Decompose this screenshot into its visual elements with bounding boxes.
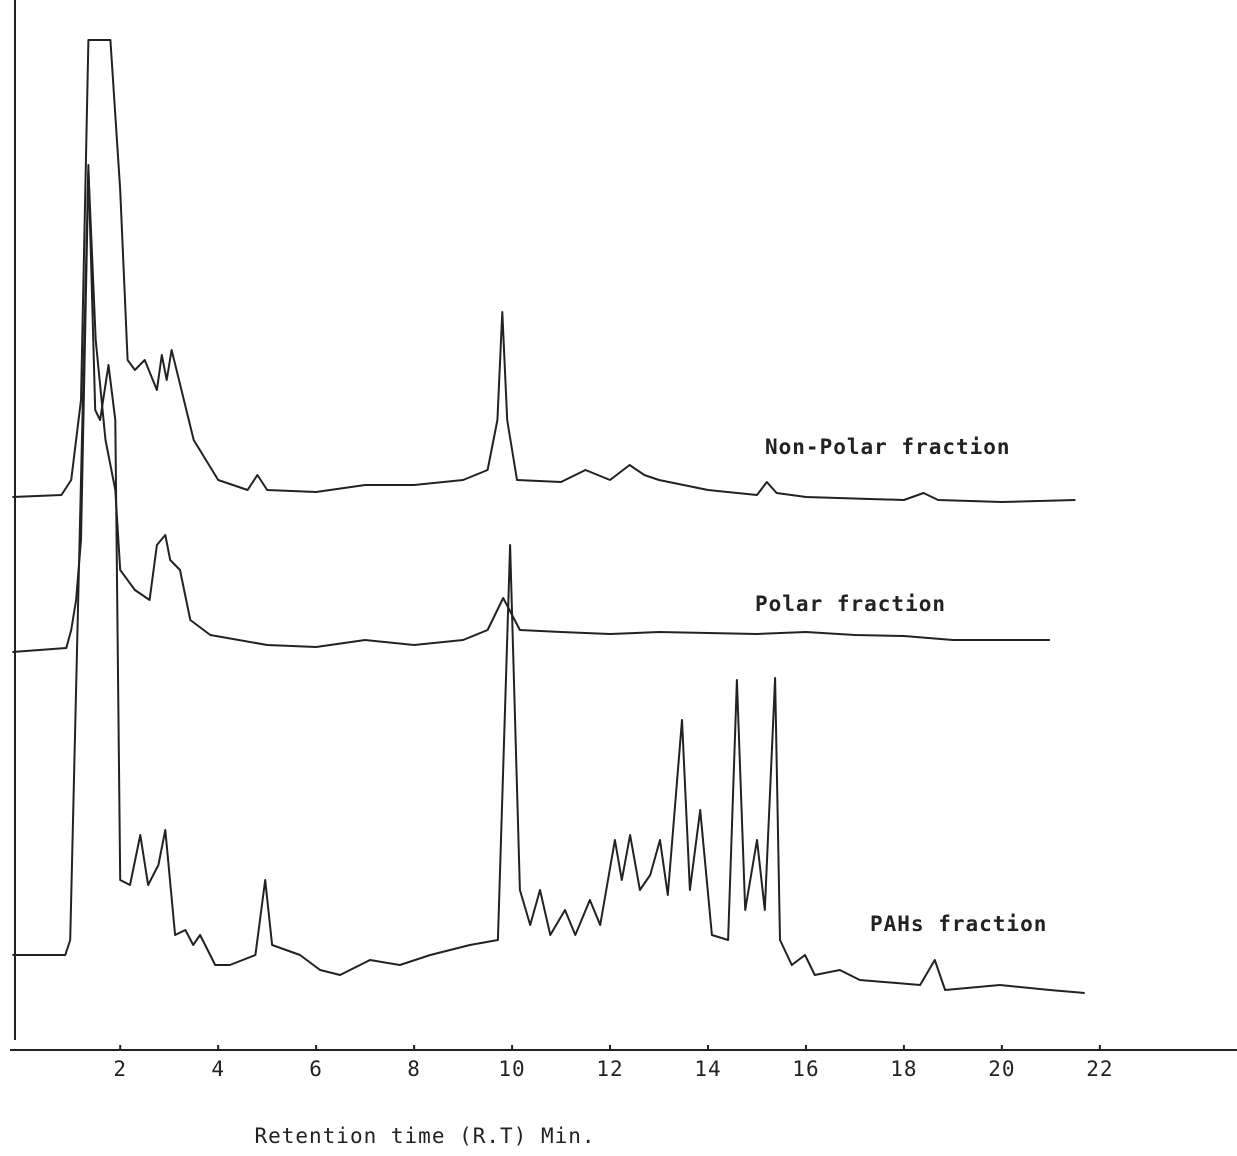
trace bbox=[12, 39, 1076, 503]
trace bbox=[12, 164, 1085, 994]
x-tick-label: 22 bbox=[1086, 1057, 1113, 1081]
x-axis-label: Retention time (R.T) Min. bbox=[254, 1124, 595, 1148]
x-tick-label: 4 bbox=[211, 1057, 225, 1081]
x-tick-label: 16 bbox=[792, 1057, 819, 1081]
x-tick-label: 12 bbox=[596, 1057, 623, 1081]
x-tick-label: 18 bbox=[890, 1057, 917, 1081]
x-tick-label: 20 bbox=[988, 1057, 1015, 1081]
x-tick-label: 14 bbox=[694, 1057, 721, 1081]
trace-label: Polar fraction bbox=[755, 592, 946, 616]
x-tick-label: 2 bbox=[113, 1057, 127, 1081]
x-tick-label: 10 bbox=[498, 1057, 525, 1081]
trace-label: PAHs fraction bbox=[870, 912, 1047, 936]
trace bbox=[12, 169, 1050, 653]
trace-label: Non-Polar fraction bbox=[765, 435, 1011, 459]
x-tick-label: 6 bbox=[309, 1057, 323, 1081]
x-tick-label: 8 bbox=[407, 1057, 421, 1081]
